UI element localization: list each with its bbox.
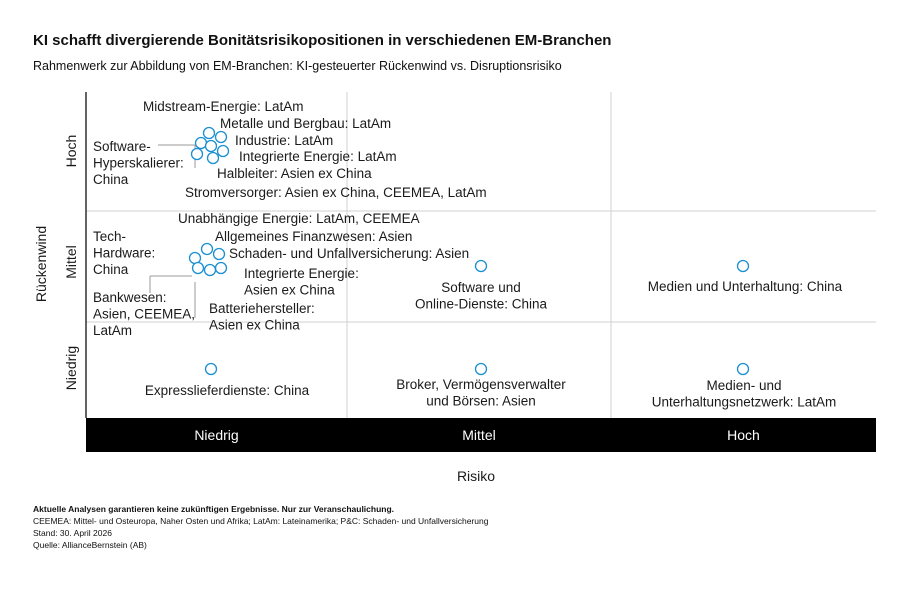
data-point <box>736 259 750 273</box>
x-axis-title: Risiko <box>457 468 495 484</box>
footer-source: Quelle: AllianceBernstein (AB) <box>33 540 147 550</box>
footer-disclaimer: Aktuelle Analysen garantieren keine zukü… <box>33 504 395 514</box>
data-label: Stromversorger: Asien ex China, CEEMEA, … <box>185 185 487 200</box>
data-point <box>188 251 202 265</box>
data-point <box>206 151 220 165</box>
chart-subtitle: Rahmenwerk zur Abbildung von EM-Branchen… <box>33 59 562 73</box>
data-label: Metalle und Bergbau: LatAm <box>220 116 391 131</box>
x-axis-band <box>86 418 876 452</box>
x-tick-label: Niedrig <box>194 427 238 443</box>
footer: Aktuelle Analysen garantieren keine zukü… <box>33 503 488 551</box>
data-point <box>474 259 488 273</box>
data-label: Tech-Hardware: China <box>93 229 155 277</box>
data-label: Unabhängige Energie: LatAm, CEEMEA <box>178 211 420 226</box>
data-point <box>736 362 750 376</box>
footer-abbreviations: CEEMEA: Mittel- und Osteuropa, Naher Ost… <box>33 516 489 526</box>
data-label: Bankwesen: Asien, CEEMEA, LatAm <box>93 290 195 338</box>
y-tick-label: Hoch <box>63 135 79 168</box>
data-point <box>200 242 214 256</box>
y-axis-title: Rückenwind <box>33 226 49 302</box>
data-label: Halbleiter: Asien ex China <box>217 166 372 181</box>
data-label: Software-Hyperskalierer: China <box>93 139 184 187</box>
data-point <box>191 261 205 275</box>
data-label: Midstream-Energie: LatAm <box>143 99 304 114</box>
y-tick-label: Niedrig <box>63 346 79 390</box>
data-point <box>203 263 217 277</box>
data-point <box>474 362 488 376</box>
data-point <box>214 130 228 144</box>
data-point <box>190 147 204 161</box>
data-label: Medien- und Unterhaltungsnetzwerk: LatAm <box>652 378 837 410</box>
chart-title: KI schafft divergierende Bonitätsrisikop… <box>33 32 612 49</box>
data-point <box>216 144 230 158</box>
y-tick-label: Mittel <box>63 245 79 278</box>
data-label: Software und Online-Dienste: China <box>415 280 548 312</box>
footer-date: Stand: 30. April 2026 <box>33 528 112 538</box>
data-label: Expresslieferdienste: China <box>145 383 310 398</box>
data-point <box>212 247 226 261</box>
data-label: Integrierte Energie: LatAm <box>239 149 397 164</box>
data-point <box>202 126 216 140</box>
data-label: Integrierte Energie: Asien ex China <box>244 266 359 298</box>
data-label: Broker, Vermögensverwalter und Börsen: As… <box>396 377 566 409</box>
data-label: Batteriehersteller: Asien ex China <box>209 301 315 333</box>
data-label: Schaden- und Unfallversicherung: Asien <box>229 246 469 261</box>
data-point <box>194 136 208 150</box>
data-point <box>204 362 218 376</box>
data-label: Allgemeines Finanzwesen: Asien <box>215 229 412 244</box>
x-tick-label: Hoch <box>727 427 760 443</box>
data-label: Industrie: LatAm <box>235 133 333 148</box>
data-point <box>214 261 228 275</box>
data-label: Medien und Unterhaltung: China <box>648 279 843 294</box>
x-tick-label: Mittel <box>462 427 495 443</box>
data-point <box>204 139 218 153</box>
